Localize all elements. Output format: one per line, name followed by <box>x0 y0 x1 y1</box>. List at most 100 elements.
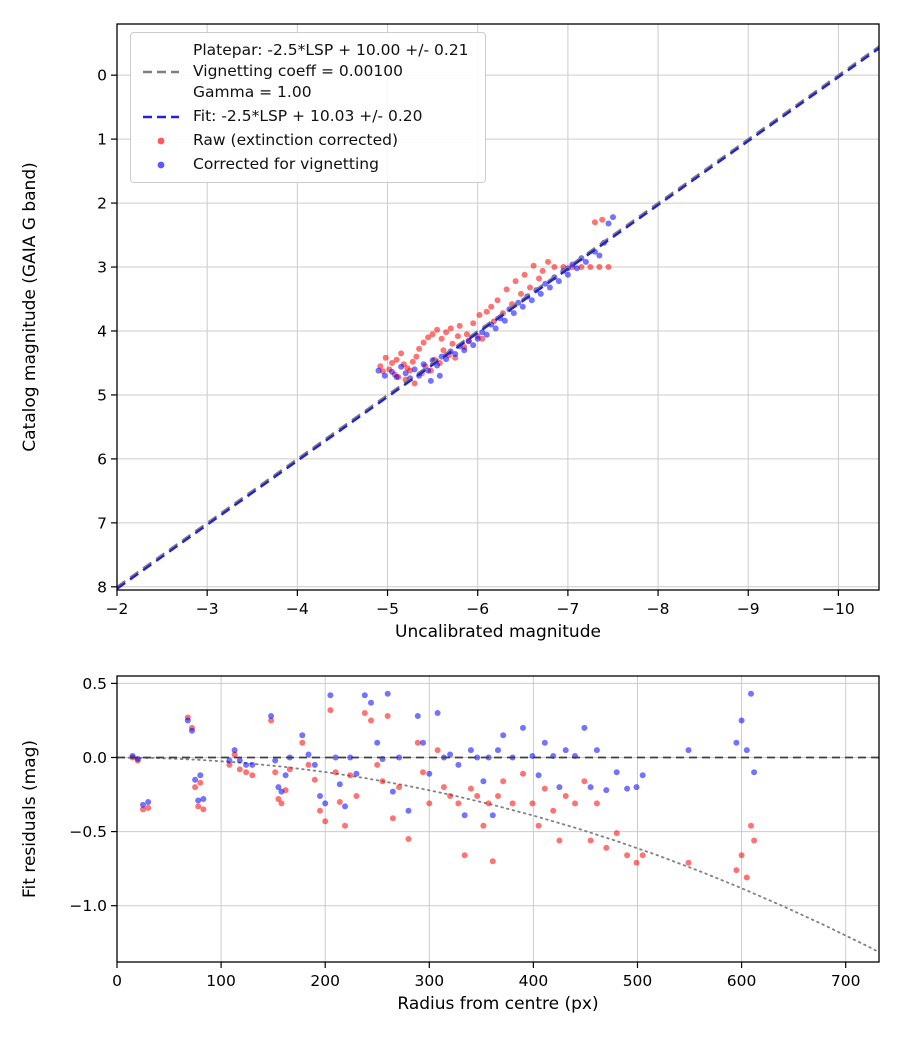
raw-point <box>454 333 461 340</box>
x-tick-label: −9 <box>737 600 760 618</box>
corrected-residuals-point <box>184 717 191 724</box>
y-tick-label: 1 <box>97 131 107 149</box>
y-tick-label: 3 <box>97 259 107 277</box>
corrected-residuals-point <box>268 713 275 719</box>
raw-residuals-point <box>236 766 243 773</box>
corrected-residuals-point <box>361 692 368 699</box>
corrected-residuals-point <box>633 784 640 791</box>
photometry-fit-data-area <box>117 45 879 590</box>
raw-residuals-point <box>593 800 600 807</box>
raw-residuals-point <box>243 769 250 776</box>
raw-point <box>398 350 405 357</box>
corrected-residuals-point <box>396 754 403 761</box>
raw-point <box>530 262 537 269</box>
corrected-residuals-point <box>299 732 306 739</box>
raw-residuals-point <box>455 800 462 807</box>
vignetting-corrected-point <box>510 310 517 317</box>
legend-entry-corrected: Corrected for vignetting <box>141 154 469 175</box>
vignetting-corrected-point <box>573 265 580 272</box>
raw-point <box>393 356 400 363</box>
raw-point <box>429 331 436 338</box>
raw-residuals-point <box>299 739 306 746</box>
legend-entry-raw: Raw (extinction corrected) <box>141 130 469 151</box>
y-tick-label: 4 <box>97 322 107 340</box>
raw-residuals-point <box>748 822 754 829</box>
raw-point <box>521 271 528 278</box>
corrected-residuals-point <box>368 699 374 706</box>
x-tick-label: −2 <box>106 600 129 618</box>
raw-residuals-point <box>440 784 447 791</box>
corrected-residuals-point <box>414 713 421 719</box>
top-yaxis-label: Catalog magnitude (GAIA G band) <box>20 162 40 452</box>
corrected-residuals-point <box>520 724 526 731</box>
raw-point <box>483 308 490 315</box>
raw-residuals-point <box>624 852 631 859</box>
raw-residuals-point <box>200 806 207 813</box>
x-tick-label: 400 <box>519 972 549 990</box>
vignetting-model-curve <box>117 756 879 953</box>
corrected-residuals-point <box>189 727 195 734</box>
raw-residuals-point <box>327 707 334 714</box>
raw-residuals-point <box>195 803 202 810</box>
x-tick-label: 700 <box>831 972 861 990</box>
raw-residuals-point <box>384 713 391 719</box>
raw-residuals-point <box>374 761 381 768</box>
raw-point <box>382 354 389 361</box>
platepar-dashed-line-icon <box>141 69 181 75</box>
corrected-residuals-point <box>374 739 381 746</box>
corrected-residuals-point <box>353 770 360 777</box>
raw-residuals-point <box>541 785 548 792</box>
raw-residuals-point <box>751 837 758 844</box>
legend: Platepar: -2.5*LSP + 10.00 +/- 0.21 Vign… <box>130 32 486 183</box>
raw-point <box>425 334 432 341</box>
raw-residuals-point <box>509 800 516 807</box>
legend-gamma-label: Gamma = 1.00 <box>193 83 312 101</box>
raw-residuals-point <box>434 747 441 754</box>
raw-residuals-point <box>603 844 610 851</box>
corrected-residuals-point <box>305 751 312 758</box>
y-tick-label: 0.0 <box>82 749 107 767</box>
raw-point <box>599 216 606 223</box>
raw-residuals-point <box>447 793 454 799</box>
corrected-residuals-point <box>541 739 548 746</box>
vignetting-corrected-point <box>492 325 499 332</box>
corrected-residuals-point <box>311 761 318 768</box>
raw-point <box>380 368 386 375</box>
raw-residuals-point <box>520 770 526 777</box>
raw-residuals-point <box>743 874 750 881</box>
raw-residuals-point <box>311 776 318 783</box>
corrected-residuals-point <box>322 800 329 807</box>
raw-residuals-point <box>322 818 329 825</box>
raw-residuals-point <box>405 836 412 842</box>
raw-residuals-point <box>581 778 588 785</box>
vignetting-corrected-point <box>546 284 553 291</box>
raw-residuals-point <box>633 859 640 866</box>
raw-residuals-point <box>336 799 343 805</box>
corrected-residuals-point <box>249 761 256 768</box>
raw-point <box>488 303 495 310</box>
raw-residuals-point <box>562 793 569 799</box>
x-tick-label: 600 <box>727 972 757 990</box>
corrected-residuals-point <box>613 769 620 776</box>
raw-point <box>434 326 441 333</box>
raw-residuals-point <box>489 858 496 865</box>
raw-residuals-point <box>396 784 403 791</box>
raw-residuals-point <box>368 717 374 724</box>
raw-point <box>449 340 456 347</box>
corrected-residuals-point <box>231 747 238 754</box>
x-tick-label: 500 <box>623 972 653 990</box>
raw-point <box>479 335 486 342</box>
raw-residuals-point <box>286 766 293 773</box>
raw-residuals-point <box>389 815 396 822</box>
raw-residuals-point <box>342 822 348 829</box>
raw-point <box>416 345 423 352</box>
corrected-residuals-point <box>587 784 594 791</box>
raw-point <box>443 329 450 336</box>
vignetting-corrected-point <box>393 374 400 380</box>
raw-point <box>527 284 533 291</box>
raw-point <box>463 331 470 338</box>
corrected-residuals-point <box>562 747 569 754</box>
raw-residuals-point <box>226 761 233 768</box>
raw-point <box>587 264 594 270</box>
